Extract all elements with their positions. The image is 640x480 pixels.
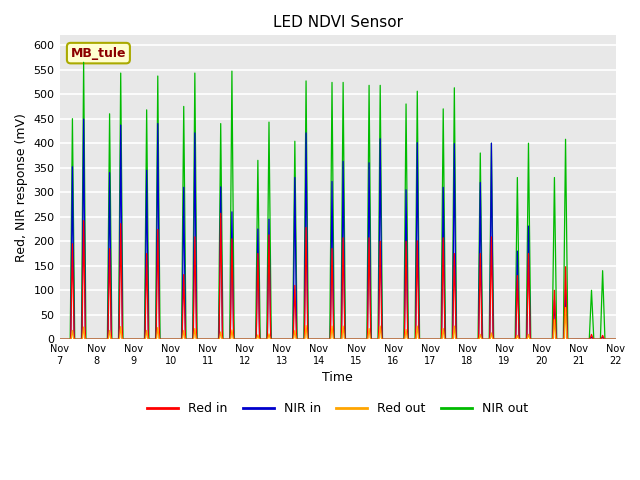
Title: LED NDVI Sensor: LED NDVI Sensor <box>273 15 403 30</box>
Y-axis label: Red, NIR response (mV): Red, NIR response (mV) <box>15 113 28 262</box>
Legend: Red in, NIR in, Red out, NIR out: Red in, NIR in, Red out, NIR out <box>142 397 533 420</box>
Text: MB_tule: MB_tule <box>70 47 126 60</box>
X-axis label: Time: Time <box>322 372 353 384</box>
